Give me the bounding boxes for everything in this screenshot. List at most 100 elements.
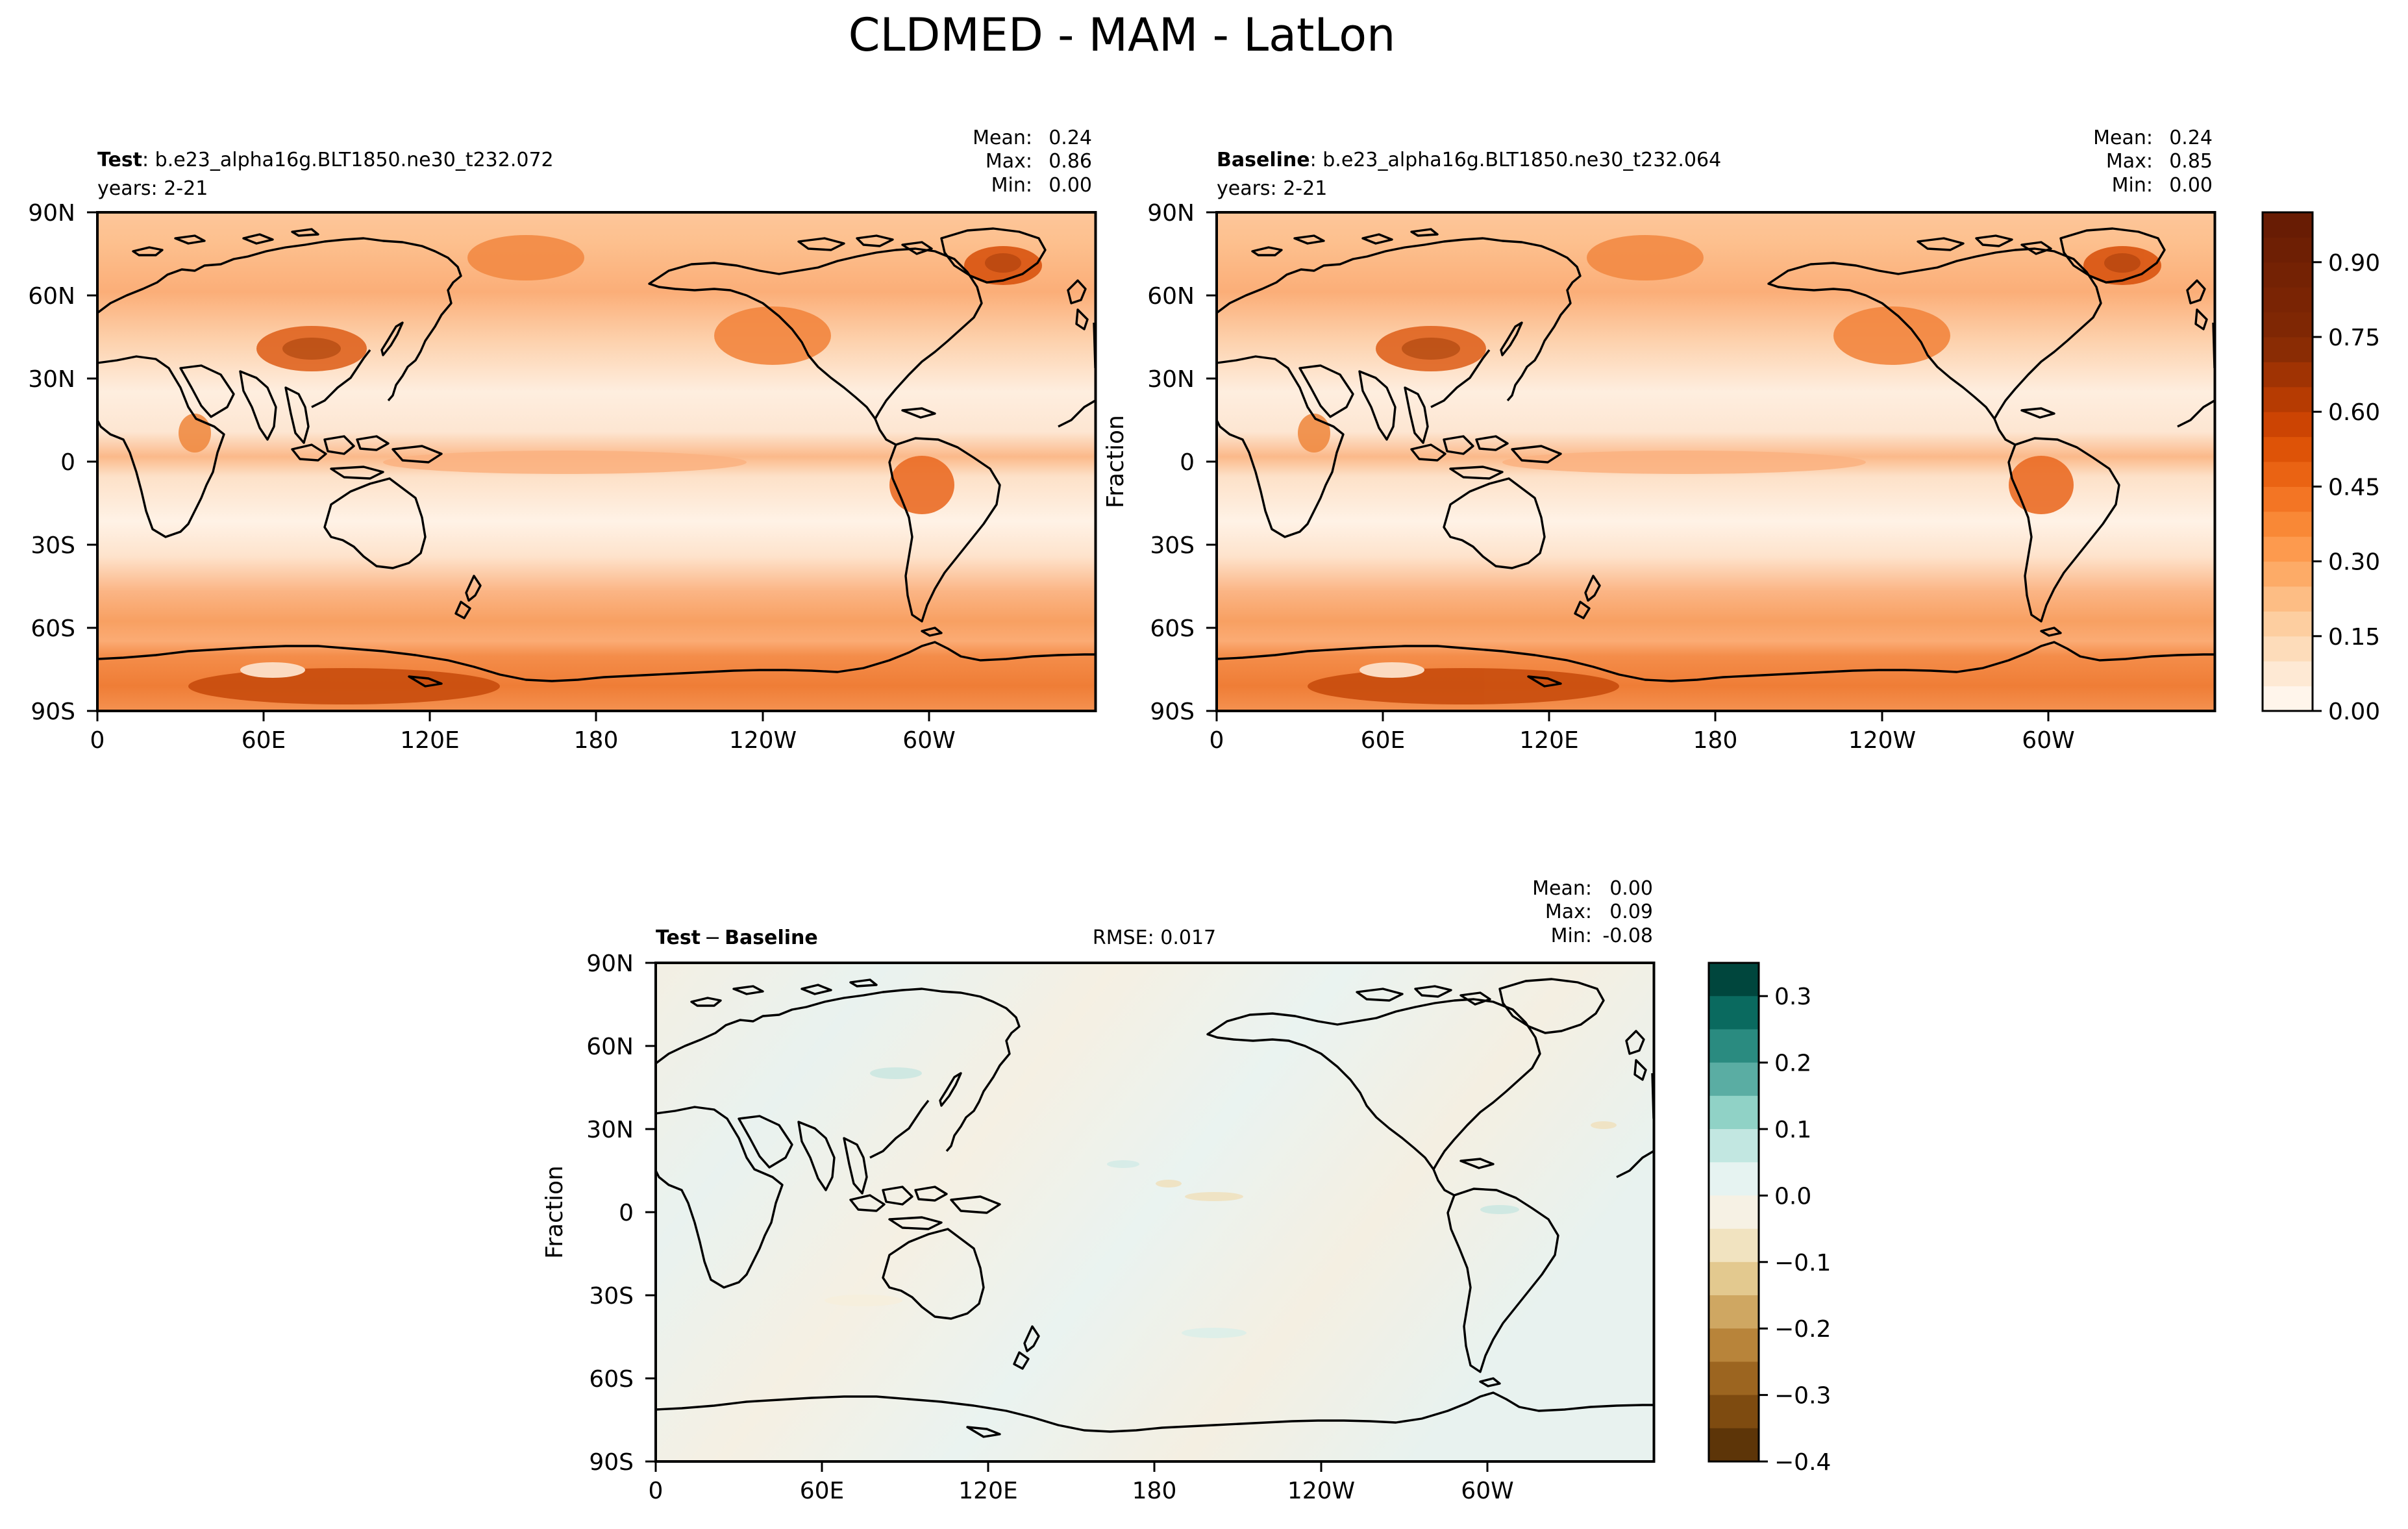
y-tick: 30S: [31, 532, 75, 559]
colorbar-level: [1709, 1428, 1759, 1462]
colorbar-level: [1709, 996, 1759, 1030]
panel-baseline-label-rest: : b.e23_alpha16g.BLT1850.ne30_t232.064: [1310, 149, 1722, 171]
colorbar-tick-label: 0.3: [1774, 984, 1811, 1010]
y-tick: 0: [1180, 449, 1195, 476]
colorbar-level: [2263, 262, 2313, 288]
panel-diff-label-op: −: [704, 926, 721, 949]
colorbar-level: [2263, 661, 2313, 687]
panel-baseline-siberia-high: [1587, 235, 1704, 280]
panel-test: Test: b.e23_alpha16g.BLT1850.ne30_t232.0…: [28, 127, 1097, 754]
colorbar-tick-label: 0.60: [2328, 399, 2380, 426]
panel-test-years: years: 2-21: [97, 177, 208, 200]
y-tick: 0: [60, 449, 75, 476]
panel-baseline-xticks: [1215, 711, 2050, 721]
x-tick: 60E: [1361, 727, 1406, 754]
colorbar-level: [2263, 337, 2313, 362]
panel-test-siberia-high: [467, 235, 584, 280]
colorbar-level: [2263, 312, 2313, 338]
x-tick: 60E: [242, 727, 286, 754]
panel-baseline-min-value: 0.00: [2169, 174, 2213, 197]
x-tick: 180: [574, 727, 619, 754]
panel-test-africa-high: [179, 414, 211, 453]
panel-diff-xaxis: 0 60E 120E 180 120W 60W: [649, 1478, 1514, 1504]
panel-baseline-features: [1298, 235, 2161, 704]
colorbar-level: [2263, 511, 2313, 537]
panel-diff-label-baseline: Baseline: [725, 926, 818, 949]
x-tick: 60W: [1461, 1478, 1513, 1504]
y-tick: 30N: [586, 1117, 634, 1143]
panel-test-max-label: Max:: [986, 150, 1032, 173]
colorbar-level: [2263, 237, 2313, 263]
panel-diff-xticks: [654, 1461, 1489, 1472]
x-tick: 120E: [1519, 727, 1578, 754]
colorbar-tick-label: 0.15: [2328, 624, 2380, 651]
panel-diff-stats: Mean: 0.00 Max: 0.09 Min: -0.08: [1532, 877, 1653, 947]
colorbar-level: [1709, 1361, 1759, 1396]
panel-test-yticks: [87, 211, 97, 712]
panel-diff: Test − Baseline RMSE: 0.017 Mean: 0.00 Max…: [541, 877, 1656, 1504]
y-tick: 90N: [1147, 200, 1195, 227]
panel-baseline-antarctic-low: [1359, 662, 1424, 678]
y-tick: 90S: [31, 699, 75, 725]
y-tick: 60S: [1150, 615, 1195, 642]
colorbar-brbg: 0.3 0.2 0.1 0.0 −0.1 −0.2 −0.3 −0.4: [1707, 962, 1831, 1476]
colorbar-level: [2263, 412, 2313, 438]
panel-diff-max-label: Max:: [1545, 901, 1592, 923]
panel-diff-mean-label: Mean:: [1532, 877, 1592, 900]
panel-diff-neg-patch: [1185, 1192, 1243, 1201]
panel-baseline-yaxis: 90N 60N 30N 0 30S 60S 90S: [1147, 200, 1195, 725]
panel-test-pacific-itcz: [383, 451, 747, 474]
colorbar-level: [2263, 287, 2313, 313]
colorbar-oranges-levels: [2263, 212, 2313, 712]
colorbar-brbg-levels: [1709, 963, 1759, 1462]
colorbar-level: [1709, 1162, 1759, 1196]
panel-diff-map: [654, 962, 1656, 1463]
x-tick: 60W: [902, 727, 955, 754]
panel-baseline-max-value: 0.85: [2169, 150, 2213, 173]
colorbar-tick-label: 0.00: [2328, 699, 2380, 725]
panel-test-map: [96, 211, 1097, 712]
panel-baseline-ylabel: Fraction: [1102, 415, 1129, 508]
colorbar-level: [1709, 1095, 1759, 1130]
panel-test-antarctic-low: [240, 662, 305, 678]
panel-baseline-pacific-itcz: [1502, 451, 1866, 474]
colorbar-level: [1709, 1029, 1759, 1063]
panel-diff-min-label: Min:: [1551, 925, 1592, 947]
panel-test-xaxis: 0 60E 120E 180 120W 60W: [90, 727, 956, 754]
panel-baseline-antarctic-high: [1308, 668, 1619, 704]
panel-test-stats: Mean: 0.24 Max: 0.86 Min: 0.00: [973, 127, 1092, 197]
panel-diff-min-value: -0.08: [1602, 925, 1653, 947]
panel-diff-neg-patch: [1156, 1180, 1182, 1187]
colorbar-level: [1709, 1262, 1759, 1296]
colorbar-level: [2263, 611, 2313, 637]
panel-test-label-rest: : b.e23_alpha16g.BLT1850.ne30_t232.072: [142, 149, 554, 171]
panel-test-max-value: 0.86: [1049, 150, 1092, 173]
x-tick: 180: [1132, 1478, 1177, 1504]
panel-test-features: [179, 235, 1042, 704]
colorbar-tick-label: 0.90: [2328, 250, 2380, 277]
y-tick: 0: [619, 1200, 634, 1226]
panel-diff-yaxis: 90N 60N 30N 0 30S 60S 90S: [586, 951, 634, 1476]
colorbar-tick-label: 0.45: [2328, 474, 2380, 501]
panel-diff-rmse: RMSE: 0.017: [1093, 926, 1216, 949]
panel-diff-pos-patch: [870, 1067, 922, 1079]
colorbar-level: [1709, 1395, 1759, 1429]
panel-diff-mean-value: 0.00: [1609, 877, 1653, 900]
colorbar-level: [1709, 1328, 1759, 1362]
panel-baseline-yticks: [1206, 211, 1217, 712]
panel-diff-max-value: 0.09: [1609, 901, 1653, 923]
colorbar-level: [2263, 212, 2313, 238]
colorbar-tick-label: −0.2: [1774, 1316, 1831, 1343]
panel-test-xticks: [96, 711, 930, 721]
panel-baseline-mean-value: 0.24: [2169, 127, 2213, 149]
panel-test-greenland-core: [985, 253, 1021, 273]
colorbar-level: [2263, 536, 2313, 562]
panel-test-label: Test: b.e23_alpha16g.BLT1850.ne30_t232.0…: [97, 149, 554, 171]
panel-baseline: Baseline: b.e23_alpha16g.BLT1850.ne30_t2…: [1102, 127, 2216, 754]
panel-diff-ylabel: Fraction: [541, 1165, 568, 1259]
y-tick: 90S: [1150, 699, 1195, 725]
panel-test-yaxis: 90N 60N 30N 0 30S 60S 90S: [28, 200, 75, 725]
x-tick: 120E: [400, 727, 459, 754]
colorbar-level: [1709, 1062, 1759, 1097]
